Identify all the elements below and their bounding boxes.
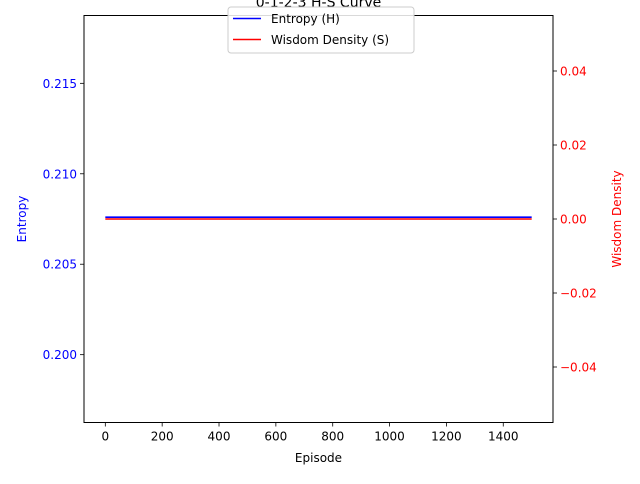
left-axis-ticks: 0.200 0.205 0.210 0.215 (43, 77, 84, 362)
right-tick-label: −0.04 (560, 361, 597, 375)
right-tick-label: 0.04 (560, 65, 587, 79)
right-tick-label: 0.02 (560, 139, 587, 153)
legend-box (227, 6, 415, 54)
x-tick-label: 1200 (431, 430, 462, 444)
chart-title: 0-1-2-3 H-S Curve (256, 0, 381, 11)
left-tick-label: 0.210 (43, 167, 77, 181)
legend: Entropy (H) Wisdom Density (S) (227, 6, 415, 54)
x-tick-label: 600 (264, 430, 287, 444)
right-tick-label: −0.02 (560, 287, 597, 301)
legend-label: Entropy (H) (271, 12, 340, 26)
series-layer (105, 216, 532, 220)
right-tick-label: 0.00 (560, 213, 587, 227)
x-tick-label: 800 (321, 430, 344, 444)
right-axis-label: Wisdom Density (610, 170, 624, 267)
left-axis-label: Entropy (15, 196, 29, 243)
x-tick-label: 200 (151, 430, 174, 444)
x-tick-label: 0 (101, 430, 109, 444)
legend-label: Wisdom Density (S) (271, 33, 389, 47)
left-tick-label: 0.200 (43, 348, 77, 362)
x-axis-ticks: 0 200 400 600 800 1000 1200 1400 (101, 422, 519, 444)
left-tick-label: 0.205 (43, 258, 77, 272)
x-tick-label: 1000 (374, 430, 405, 444)
right-axis-ticks: −0.04 −0.02 0.00 0.02 0.04 (553, 65, 597, 375)
x-tick-label: 1400 (488, 430, 519, 444)
x-axis-label: Episode (295, 451, 342, 465)
x-tick-label: 400 (208, 430, 231, 444)
left-tick-label: 0.215 (43, 77, 77, 91)
